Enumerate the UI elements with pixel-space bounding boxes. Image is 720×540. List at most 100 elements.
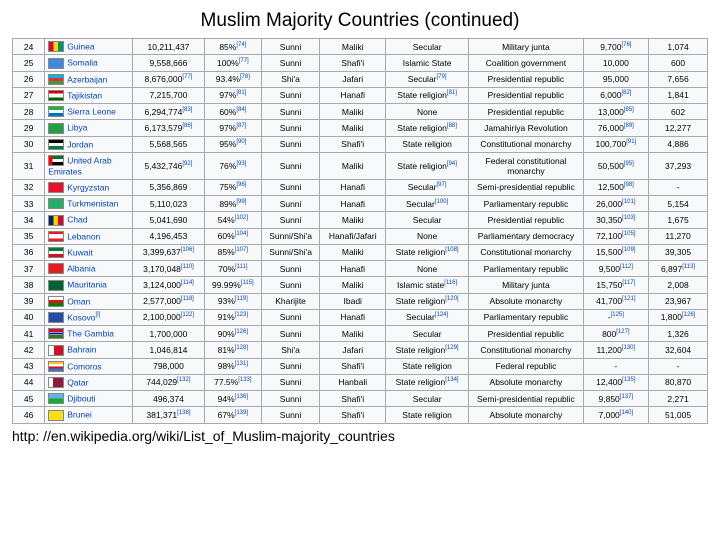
value2-cell: 23,967 [649, 293, 708, 309]
country-cell[interactable]: Jordan [45, 136, 133, 152]
country-cell[interactable]: Chad [45, 212, 133, 228]
branch-cell: Shi'a [261, 71, 320, 87]
flag-icon [48, 90, 64, 101]
table-row: 37Albania3,170,048[110]70%[111]SunniHana… [13, 261, 708, 277]
country-cell[interactable]: Azerbaijan [45, 71, 133, 87]
percent-cell: 91%[123] [205, 309, 262, 325]
country-cell[interactable]: Turkmenistan [45, 196, 133, 212]
value2-cell: 1,800[126] [649, 309, 708, 325]
flag-icon [48, 377, 64, 388]
population-cell: 6,294,774[83] [132, 104, 204, 120]
religion-cell: State religion[129] [385, 342, 468, 358]
value2-cell: 32,604 [649, 342, 708, 358]
country-cell[interactable]: United Arab Emirates [45, 152, 133, 179]
country-cell[interactable]: Djibouti [45, 391, 133, 407]
flag-icon [48, 328, 64, 339]
rank-cell: 45 [13, 391, 45, 407]
rank-cell: 44 [13, 374, 45, 390]
value1-cell: 12,400[135] [583, 374, 649, 390]
school-cell: Shafi'i [320, 136, 386, 152]
branch-cell: Sunni [261, 87, 320, 103]
religion-cell: Secular[79] [385, 71, 468, 87]
country-cell[interactable]: Kosovo[l] [45, 309, 133, 325]
flag-icon [48, 139, 64, 150]
religion-cell: Secular[100] [385, 196, 468, 212]
government-cell: Presidential republic [469, 71, 583, 87]
country-cell[interactable]: Albania [45, 261, 133, 277]
branch-cell: Sunni [261, 261, 320, 277]
country-cell[interactable]: Sierra Leone [45, 104, 133, 120]
percent-cell: 89%[99] [205, 196, 262, 212]
country-cell[interactable]: Libya [45, 120, 133, 136]
percent-cell: 60%[104] [205, 228, 262, 244]
table-row: 41The Gambia1,700,00090%[126]SunniMaliki… [13, 326, 708, 342]
country-cell[interactable]: Oman [45, 293, 133, 309]
country-cell[interactable]: Qatar [45, 374, 133, 390]
branch-cell: Sunni [261, 55, 320, 71]
flag-icon [48, 41, 64, 52]
value1-cell: 13,000[85] [583, 104, 649, 120]
religion-cell: None [385, 228, 468, 244]
country-cell[interactable]: Comoros [45, 358, 133, 374]
school-cell: Hanafi [320, 261, 386, 277]
rank-cell: 42 [13, 342, 45, 358]
school-cell: Maliki [320, 104, 386, 120]
table-row: 28Sierra Leone6,294,774[83]60%[84]SunniM… [13, 104, 708, 120]
religion-cell: State religion [385, 358, 468, 374]
country-cell[interactable]: Somalia [45, 55, 133, 71]
rank-cell: 46 [13, 407, 45, 423]
population-cell: 7,215,700 [132, 87, 204, 103]
country-cell[interactable]: Bahrain [45, 342, 133, 358]
branch-cell: Sunni [261, 309, 320, 325]
branch-cell: Kharijite [261, 293, 320, 309]
value1-cell: 800[127] [583, 326, 649, 342]
rank-cell: 31 [13, 152, 45, 179]
value2-cell: 37,293 [649, 152, 708, 179]
percent-cell: 60%[84] [205, 104, 262, 120]
government-cell: Presidential republic [469, 212, 583, 228]
value1-cell: 95,000 [583, 71, 649, 87]
country-cell[interactable]: Kyrgyzstan [45, 179, 133, 195]
religion-cell: State religion[108] [385, 244, 468, 260]
country-cell[interactable]: The Gambia [45, 326, 133, 342]
religion-cell: Secular[124] [385, 309, 468, 325]
table-row: 44Qatar744,029[132]77.5%[133]SunniHanbal… [13, 374, 708, 390]
country-cell[interactable]: Brunei [45, 407, 133, 423]
religion-cell: Islamic State [385, 55, 468, 71]
value1-cell: 15,500[109] [583, 244, 649, 260]
religion-cell: Islamic state[116] [385, 277, 468, 293]
value2-cell: 11,270 [649, 228, 708, 244]
value1-cell: 11,200[130] [583, 342, 649, 358]
rank-cell: 34 [13, 212, 45, 228]
value2-cell: 1,074 [649, 39, 708, 55]
flag-icon [48, 182, 64, 193]
country-cell[interactable]: Tajikistan [45, 87, 133, 103]
school-cell: Maliki [320, 212, 386, 228]
percent-cell: 100%[77] [205, 55, 262, 71]
government-cell: Parliamentary republic [469, 261, 583, 277]
source-url: http: //en.wikipedia.org/wiki/List_of_Mu… [12, 428, 708, 444]
table-row: 34Chad5,041,69054%[102]SunniMalikiSecula… [13, 212, 708, 228]
country-cell[interactable]: Kuwait [45, 244, 133, 260]
rank-cell: 38 [13, 277, 45, 293]
branch-cell: Sunni [261, 374, 320, 390]
value2-cell: 1,841 [649, 87, 708, 103]
percent-cell: 85%[74] [205, 39, 262, 55]
percent-cell: 93%[119] [205, 293, 262, 309]
country-cell[interactable]: Lebanon [45, 228, 133, 244]
value2-cell: 7,656 [649, 71, 708, 87]
religion-cell: State religion[88] [385, 120, 468, 136]
value2-cell: 2,271 [649, 391, 708, 407]
population-cell: 3,399,637[106] [132, 244, 204, 260]
country-cell[interactable]: Guinea [45, 39, 133, 55]
population-cell: 5,568,565 [132, 136, 204, 152]
population-cell: 1,700,000 [132, 326, 204, 342]
religion-cell: Secular [385, 212, 468, 228]
value1-cell: 76,000[89] [583, 120, 649, 136]
value1-cell: 10,000 [583, 55, 649, 71]
country-cell[interactable]: Mauritania [45, 277, 133, 293]
branch-cell: Sunni [261, 391, 320, 407]
population-cell: 5,356,869 [132, 179, 204, 195]
religion-cell: Secular[97] [385, 179, 468, 195]
percent-cell: 81%[128] [205, 342, 262, 358]
